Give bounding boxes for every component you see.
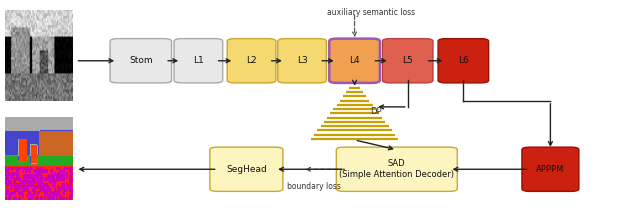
Text: L1: L1 (193, 56, 204, 65)
FancyBboxPatch shape (438, 39, 489, 83)
Text: L3: L3 (297, 56, 307, 65)
FancyBboxPatch shape (383, 39, 433, 83)
Text: SAD
(Simple Attention Decoder): SAD (Simple Attention Decoder) (339, 159, 454, 179)
Text: L5: L5 (403, 56, 413, 65)
Text: L6: L6 (458, 56, 468, 65)
Text: DP: DP (370, 107, 381, 116)
Text: Stom: Stom (129, 56, 152, 65)
FancyBboxPatch shape (522, 147, 579, 191)
Text: boundary loss: boundary loss (287, 182, 340, 191)
Text: L2: L2 (246, 56, 257, 65)
FancyBboxPatch shape (210, 147, 283, 191)
Text: L4: L4 (349, 56, 360, 65)
FancyBboxPatch shape (278, 39, 326, 83)
FancyBboxPatch shape (174, 39, 223, 83)
FancyBboxPatch shape (110, 39, 172, 83)
FancyBboxPatch shape (227, 39, 276, 83)
FancyBboxPatch shape (337, 147, 457, 191)
Text: auxiliary semantic loss: auxiliary semantic loss (327, 8, 415, 16)
FancyBboxPatch shape (330, 39, 380, 83)
Text: APPPM: APPPM (536, 165, 564, 174)
Text: SegHead: SegHead (226, 165, 267, 174)
